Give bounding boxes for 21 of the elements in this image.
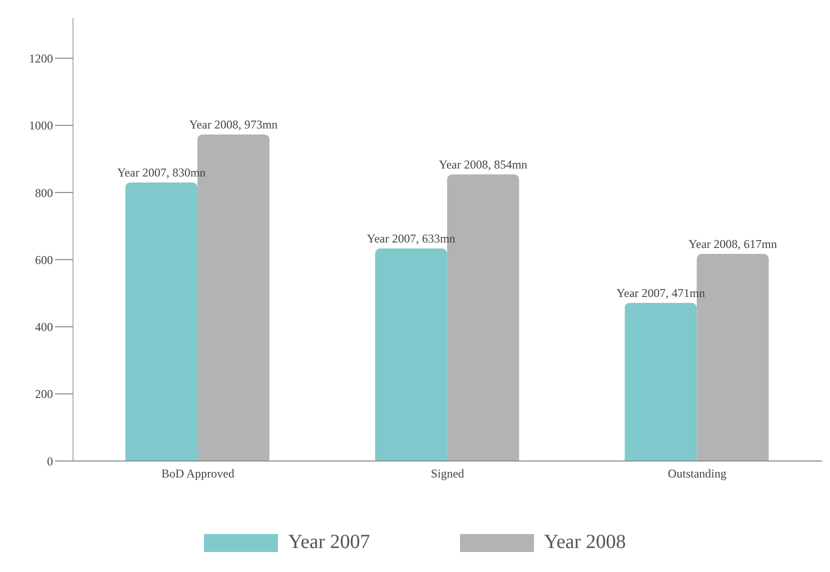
y-tick-label: 1200 bbox=[29, 52, 53, 66]
y-tick-label: 400 bbox=[35, 320, 53, 334]
x-tick-label: Outstanding bbox=[668, 466, 727, 481]
y-tick-label: 200 bbox=[35, 387, 53, 402]
legend-label: Year 2007 bbox=[288, 531, 370, 554]
data-label: Year 2007, 471mn bbox=[616, 286, 705, 300]
data-label: Year 2007, 830mn bbox=[117, 165, 206, 180]
data-label: Year 2008, 973mn bbox=[189, 117, 278, 132]
bar bbox=[624, 302, 697, 461]
data-label: Year 2008, 617mn bbox=[688, 236, 777, 251]
bar bbox=[125, 182, 198, 461]
y-tick-label: 0 bbox=[47, 454, 53, 468]
data-label: Year 2008, 854mn bbox=[438, 157, 528, 172]
y-tick-label: 1000 bbox=[29, 118, 53, 133]
y-tick-label: 600 bbox=[35, 252, 53, 267]
legend-label: Year 2008 bbox=[544, 531, 626, 554]
data-label: Year 2007, 633mn bbox=[366, 232, 456, 246]
x-tick-label: Signed bbox=[430, 466, 464, 481]
x-tick-label: BoD Approved bbox=[161, 466, 234, 481]
y-tick-label: 800 bbox=[35, 186, 53, 200]
bar bbox=[375, 248, 448, 461]
